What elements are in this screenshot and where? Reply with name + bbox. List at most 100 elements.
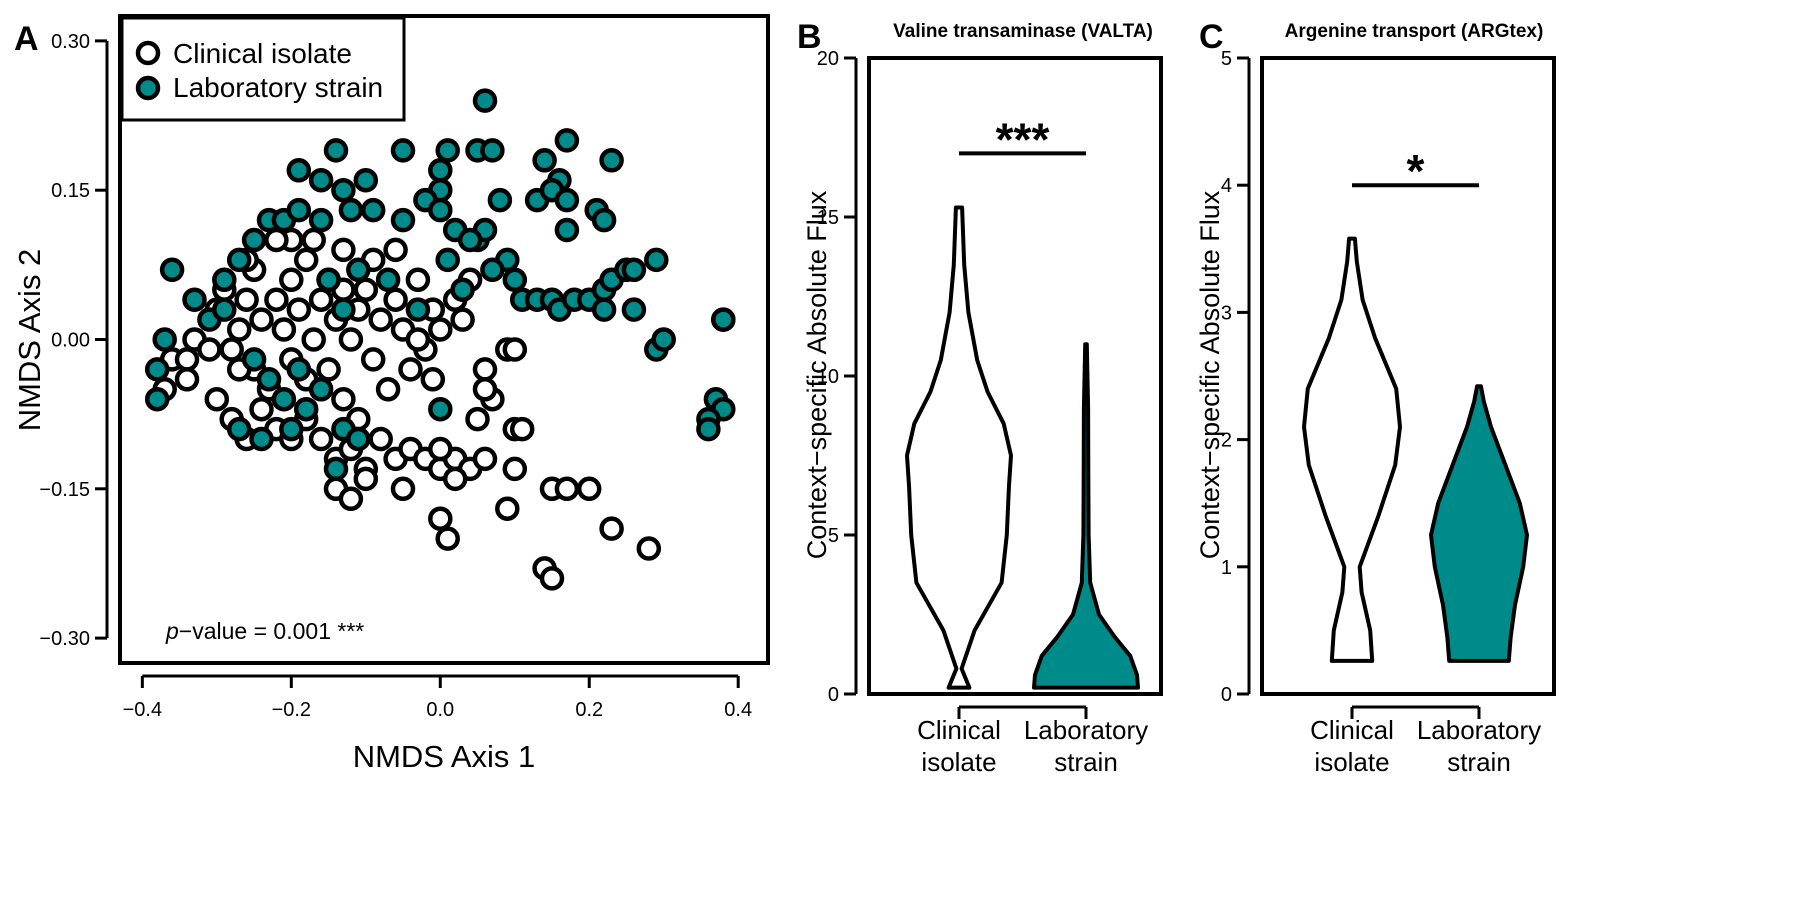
point-clinical xyxy=(226,317,252,342)
point-clinical xyxy=(286,297,312,322)
point-laboratory xyxy=(435,138,460,163)
point-laboratory xyxy=(651,327,676,352)
category-label: isolate xyxy=(1314,747,1389,777)
point-laboratory xyxy=(472,88,498,113)
point-laboratory xyxy=(212,267,237,293)
panel-a-letter: A xyxy=(14,20,39,58)
point-laboratory xyxy=(159,257,185,283)
y-tick-label: 2 xyxy=(1221,430,1232,452)
point-clinical xyxy=(442,466,468,492)
y-axis-label-c: Context−specific Absolute Flux xyxy=(1195,190,1225,559)
point-laboratory xyxy=(532,148,557,173)
significance-c: * xyxy=(1352,145,1479,197)
point-clinical xyxy=(428,506,453,531)
point-clinical xyxy=(249,307,274,332)
point-clinical xyxy=(219,337,244,362)
plot-frame-b xyxy=(867,56,1163,696)
y-axis-label-a: NMDS Axis 2 xyxy=(12,249,47,432)
point-clinical xyxy=(390,476,416,502)
point-clinical xyxy=(174,367,200,392)
point-clinical xyxy=(398,357,423,382)
point-laboratory xyxy=(144,357,170,382)
category-label: Laboratory xyxy=(1024,715,1148,745)
category-label: strain xyxy=(1447,747,1511,777)
violin-clinical xyxy=(1302,236,1402,663)
panel-b-violin: B Valine transaminase (VALTA) Context−sp… xyxy=(797,18,1163,777)
point-clinical xyxy=(509,416,535,442)
x-tick-label-a: 0.2 xyxy=(575,699,603,721)
point-laboratory xyxy=(480,257,505,283)
point-laboratory xyxy=(293,396,319,422)
legend-marker-clinical xyxy=(135,40,161,66)
panel-b-title: Valine transaminase (VALTA) xyxy=(893,21,1153,42)
panel-b-letter: B xyxy=(797,18,822,56)
point-clinical xyxy=(338,486,364,512)
y-tick-label: 1 xyxy=(1221,557,1232,579)
point-clinical xyxy=(636,536,662,561)
y-tick-label: 10 xyxy=(817,366,839,388)
category-label: Clinical xyxy=(1310,715,1394,745)
point-laboratory xyxy=(226,416,252,442)
legend-label-clinical: Clinical isolate xyxy=(173,38,352,69)
category-label: Clinical xyxy=(917,715,1001,745)
panel-a-scatter: A −0.4 −0.2 0.0 0.2 0.4 0.30 0.15 0.00 −0.15 −0.… xyxy=(12,14,770,774)
point-laboratory xyxy=(323,456,349,482)
point-laboratory xyxy=(316,267,341,293)
point-clinical xyxy=(428,436,453,462)
point-laboratory xyxy=(487,187,513,213)
point-laboratory xyxy=(375,267,401,293)
point-clinical xyxy=(271,317,297,342)
point-laboratory xyxy=(144,386,170,412)
point-clinical xyxy=(331,237,356,263)
point-laboratory xyxy=(323,138,349,163)
point-laboratory xyxy=(591,297,617,322)
point-laboratory xyxy=(390,138,416,163)
point-clinical xyxy=(368,307,393,332)
point-clinical xyxy=(465,406,490,432)
y-tick-label-a: 0.00 xyxy=(51,330,90,352)
x-tick-label-a: 0.4 xyxy=(724,699,752,721)
point-clinical xyxy=(204,386,230,412)
point-laboratory xyxy=(308,207,334,233)
p-value-text: −value = 0.001 *** xyxy=(179,618,364,644)
y-axis-b: 0 5 10 15 20 xyxy=(817,48,858,706)
point-clinical xyxy=(420,367,446,392)
point-clinical xyxy=(249,396,274,422)
point-laboratory xyxy=(346,257,371,283)
point-clinical xyxy=(301,327,326,352)
y-tick-label: 4 xyxy=(1221,175,1232,197)
violin-laboratory xyxy=(1032,342,1140,690)
point-laboratory xyxy=(599,148,624,173)
point-clinical xyxy=(234,287,259,312)
point-laboratory xyxy=(338,197,364,223)
point-laboratory xyxy=(308,167,334,193)
point-clinical xyxy=(197,337,222,362)
point-clinical xyxy=(353,466,379,492)
scatter-points xyxy=(144,88,736,591)
point-clinical xyxy=(279,267,304,293)
panel-c-letter: C xyxy=(1199,18,1224,56)
point-laboratory xyxy=(331,177,356,203)
point-clinical xyxy=(450,307,475,332)
point-laboratory xyxy=(480,138,505,163)
y-tick-label: 5 xyxy=(1221,48,1232,70)
point-laboratory xyxy=(405,297,431,322)
point-clinical xyxy=(405,267,431,293)
y-tick-label: 20 xyxy=(817,48,839,70)
significance-stars: * xyxy=(1407,145,1425,197)
point-clinical xyxy=(360,347,386,372)
point-clinical xyxy=(599,516,624,541)
point-laboratory xyxy=(286,197,312,223)
legend-marker-laboratory xyxy=(135,75,161,101)
point-laboratory xyxy=(152,327,177,352)
point-clinical xyxy=(428,317,453,342)
point-laboratory xyxy=(428,197,453,223)
point-laboratory xyxy=(331,297,356,322)
point-clinical xyxy=(375,377,401,402)
point-clinical xyxy=(405,327,431,352)
significance-stars: *** xyxy=(996,113,1050,165)
point-laboratory xyxy=(360,197,386,223)
point-clinical xyxy=(554,476,580,502)
point-clinical xyxy=(383,237,408,263)
